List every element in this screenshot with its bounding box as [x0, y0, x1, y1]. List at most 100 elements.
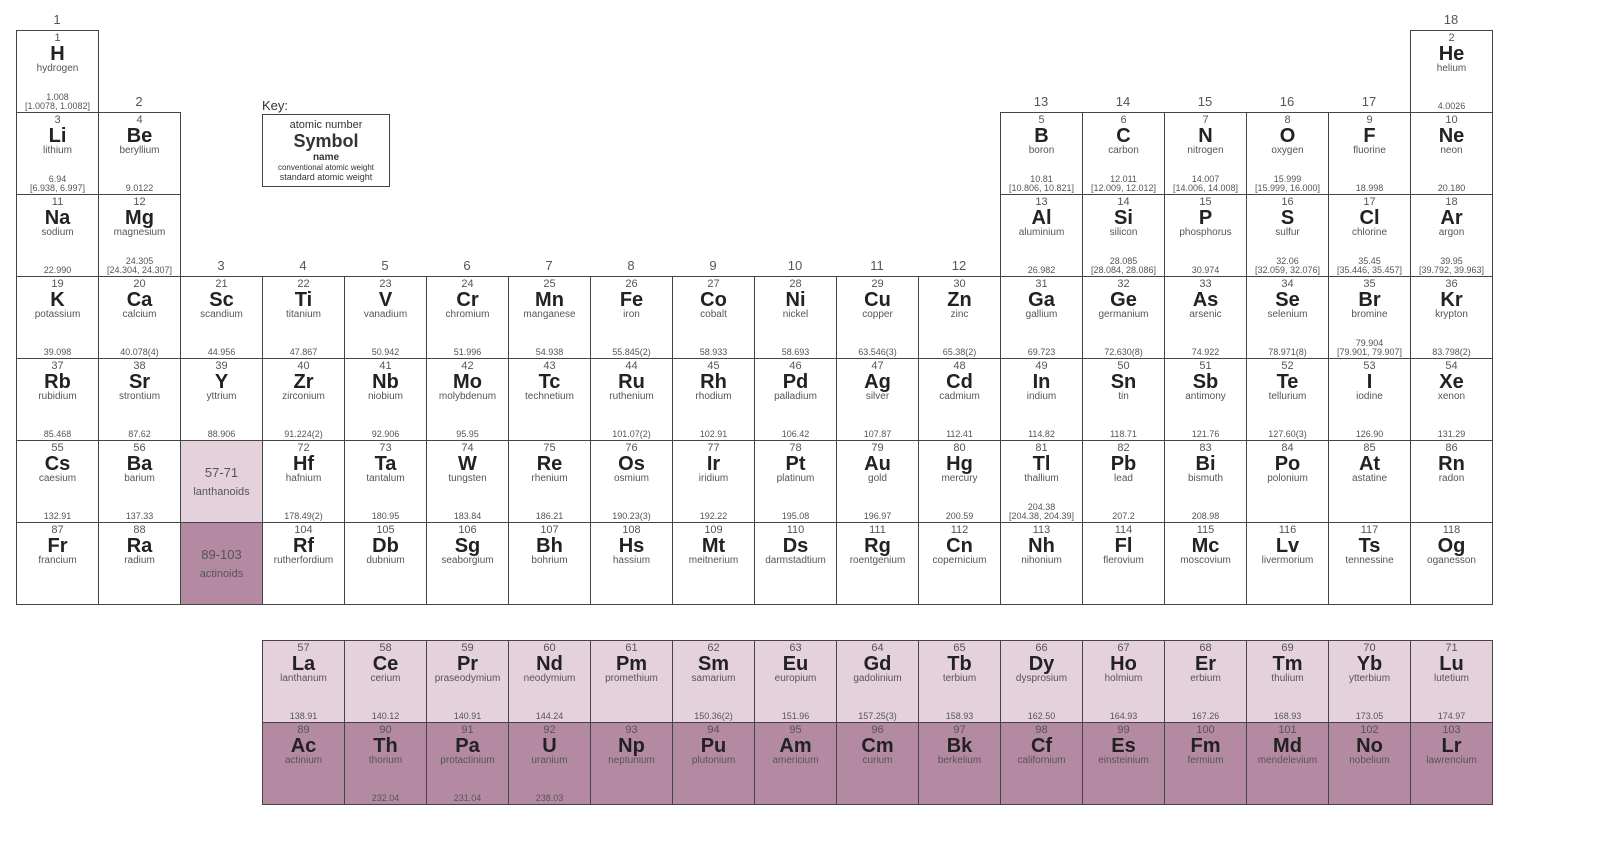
- element-Ac: 89Acactinium: [262, 722, 345, 805]
- element-Cu: 29Cucopper63.546(3): [836, 276, 919, 359]
- element-name: zirconium: [264, 392, 343, 402]
- element-Pt: 78Ptplatinum195.08: [754, 440, 837, 523]
- element-symbol: I: [1330, 372, 1409, 392]
- standard-weight: 138.91: [264, 712, 343, 721]
- element-name: bismuth: [1166, 474, 1245, 484]
- standard-weight: 30.974: [1166, 266, 1245, 275]
- standard-weight: 58.693: [756, 348, 835, 357]
- standard-weight: [10.806, 10.821]: [1002, 184, 1081, 193]
- element-Sc: 21Scscandium44.956: [180, 276, 263, 359]
- standard-weight: [6.938, 6.997]: [18, 184, 97, 193]
- element-name: gallium: [1002, 310, 1081, 320]
- element-Tl: 81Tlthallium204.38[204.38, 204.39]: [1000, 440, 1083, 523]
- element-name: berkelium: [920, 756, 999, 766]
- element-symbol: Og: [1412, 536, 1491, 556]
- element-Er: 68Ererbium167.26: [1164, 640, 1247, 723]
- standard-weight: 87.62: [100, 430, 179, 439]
- element-name: platinum: [756, 474, 835, 484]
- element-symbol: Bk: [920, 736, 999, 756]
- element-symbol: Zr: [264, 372, 343, 392]
- element-Ge: 32Gegermanium72.630(8): [1082, 276, 1165, 359]
- element-name: chromium: [428, 310, 507, 320]
- key-conv-weight: conventional atomic weight: [269, 163, 383, 172]
- standard-weight: [14.006, 14.008]: [1166, 184, 1245, 193]
- element-name: holmium: [1084, 674, 1163, 684]
- element-symbol: Er: [1166, 654, 1245, 674]
- standard-weight: 162.50: [1002, 712, 1081, 721]
- element-Cr: 24Crchromium51.996: [426, 276, 509, 359]
- standard-weight: 186.21: [510, 512, 589, 521]
- element-name: lithium: [18, 146, 97, 156]
- element-Al: 13Alaluminium26.982: [1000, 194, 1083, 277]
- element-name: gadolinium: [838, 674, 917, 684]
- element-symbol: Zn: [920, 290, 999, 310]
- element-symbol: Ta: [346, 454, 425, 474]
- element-name: flerovium: [1084, 556, 1163, 566]
- element-Ds: 110Dsdarmstadtium: [754, 522, 837, 605]
- element-symbol: Sb: [1166, 372, 1245, 392]
- element-symbol: At: [1330, 454, 1409, 474]
- element-symbol: La: [264, 654, 343, 674]
- element-name: sodium: [18, 228, 97, 238]
- element-name: barium: [100, 474, 179, 484]
- element-symbol: Fr: [18, 536, 97, 556]
- element-name: californium: [1002, 756, 1081, 766]
- standard-weight: 151.96: [756, 712, 835, 721]
- standard-weight: 65.38(2): [920, 348, 999, 357]
- standard-weight: 131.29: [1412, 430, 1491, 439]
- key-symbol: Symbol: [269, 131, 383, 152]
- element-name: helium: [1412, 64, 1491, 74]
- element-name: xenon: [1412, 392, 1491, 402]
- element-Ti: 22Tititanium47.867: [262, 276, 345, 359]
- element-symbol: Pm: [592, 654, 671, 674]
- element-symbol: Mc: [1166, 536, 1245, 556]
- element-symbol: H: [18, 44, 97, 64]
- element-symbol: Y: [182, 372, 261, 392]
- key-box: atomic numberSymbolnameconventional atom…: [262, 114, 390, 187]
- group-label-15: 15: [1164, 94, 1246, 109]
- standard-weight: 118.71: [1084, 430, 1163, 439]
- element-symbol: Os: [592, 454, 671, 474]
- element-name: cerium: [346, 674, 425, 684]
- standard-weight: 195.08: [756, 512, 835, 521]
- element-Lu: 71Lulutetium174.97: [1410, 640, 1493, 723]
- element-name: yttrium: [182, 392, 261, 402]
- element-Es: 99Eseinsteinium: [1082, 722, 1165, 805]
- standard-weight: 20.180: [1412, 184, 1491, 193]
- element-name: manganese: [510, 310, 589, 320]
- element-name: samarium: [674, 674, 753, 684]
- element-name: francium: [18, 556, 97, 566]
- element-symbol: Mn: [510, 290, 589, 310]
- element-symbol: Ru: [592, 372, 671, 392]
- element-symbol: S: [1248, 208, 1327, 228]
- element-name: iron: [592, 310, 671, 320]
- element-name: boron: [1002, 146, 1081, 156]
- element-symbol: Mg: [100, 208, 179, 228]
- element-Bk: 97Bkberkelium: [918, 722, 1001, 805]
- element-name: titanium: [264, 310, 343, 320]
- element-symbol: Lv: [1248, 536, 1327, 556]
- element-name: cobalt: [674, 310, 753, 320]
- element-S: 16Ssulfur32.06[32.059, 32.076]: [1246, 194, 1329, 277]
- element-symbol: Ir: [674, 454, 753, 474]
- element-name: argon: [1412, 228, 1491, 238]
- group-label-4: 4: [262, 258, 344, 273]
- standard-weight: 150.36(2): [674, 712, 753, 721]
- element-name: molybdenum: [428, 392, 507, 402]
- element-name: tellurium: [1248, 392, 1327, 402]
- standard-weight: 144.24: [510, 712, 589, 721]
- standard-weight: 112.41: [920, 430, 999, 439]
- element-symbol: Pu: [674, 736, 753, 756]
- element-Tb: 65Tbterbium158.93: [918, 640, 1001, 723]
- element-name: darmstadtium: [756, 556, 835, 566]
- element-symbol: Ba: [100, 454, 179, 474]
- element-name: thorium: [346, 756, 425, 766]
- element-symbol: W: [428, 454, 507, 474]
- standard-weight: 88.906: [182, 430, 261, 439]
- element-Cn: 112Cncopernicium: [918, 522, 1001, 605]
- standard-weight: 238.03: [510, 794, 589, 803]
- element-name: rhenium: [510, 474, 589, 484]
- standard-weight: [28.084, 28.086]: [1084, 266, 1163, 275]
- element-Po: 84Popolonium: [1246, 440, 1329, 523]
- element-symbol: Al: [1002, 208, 1081, 228]
